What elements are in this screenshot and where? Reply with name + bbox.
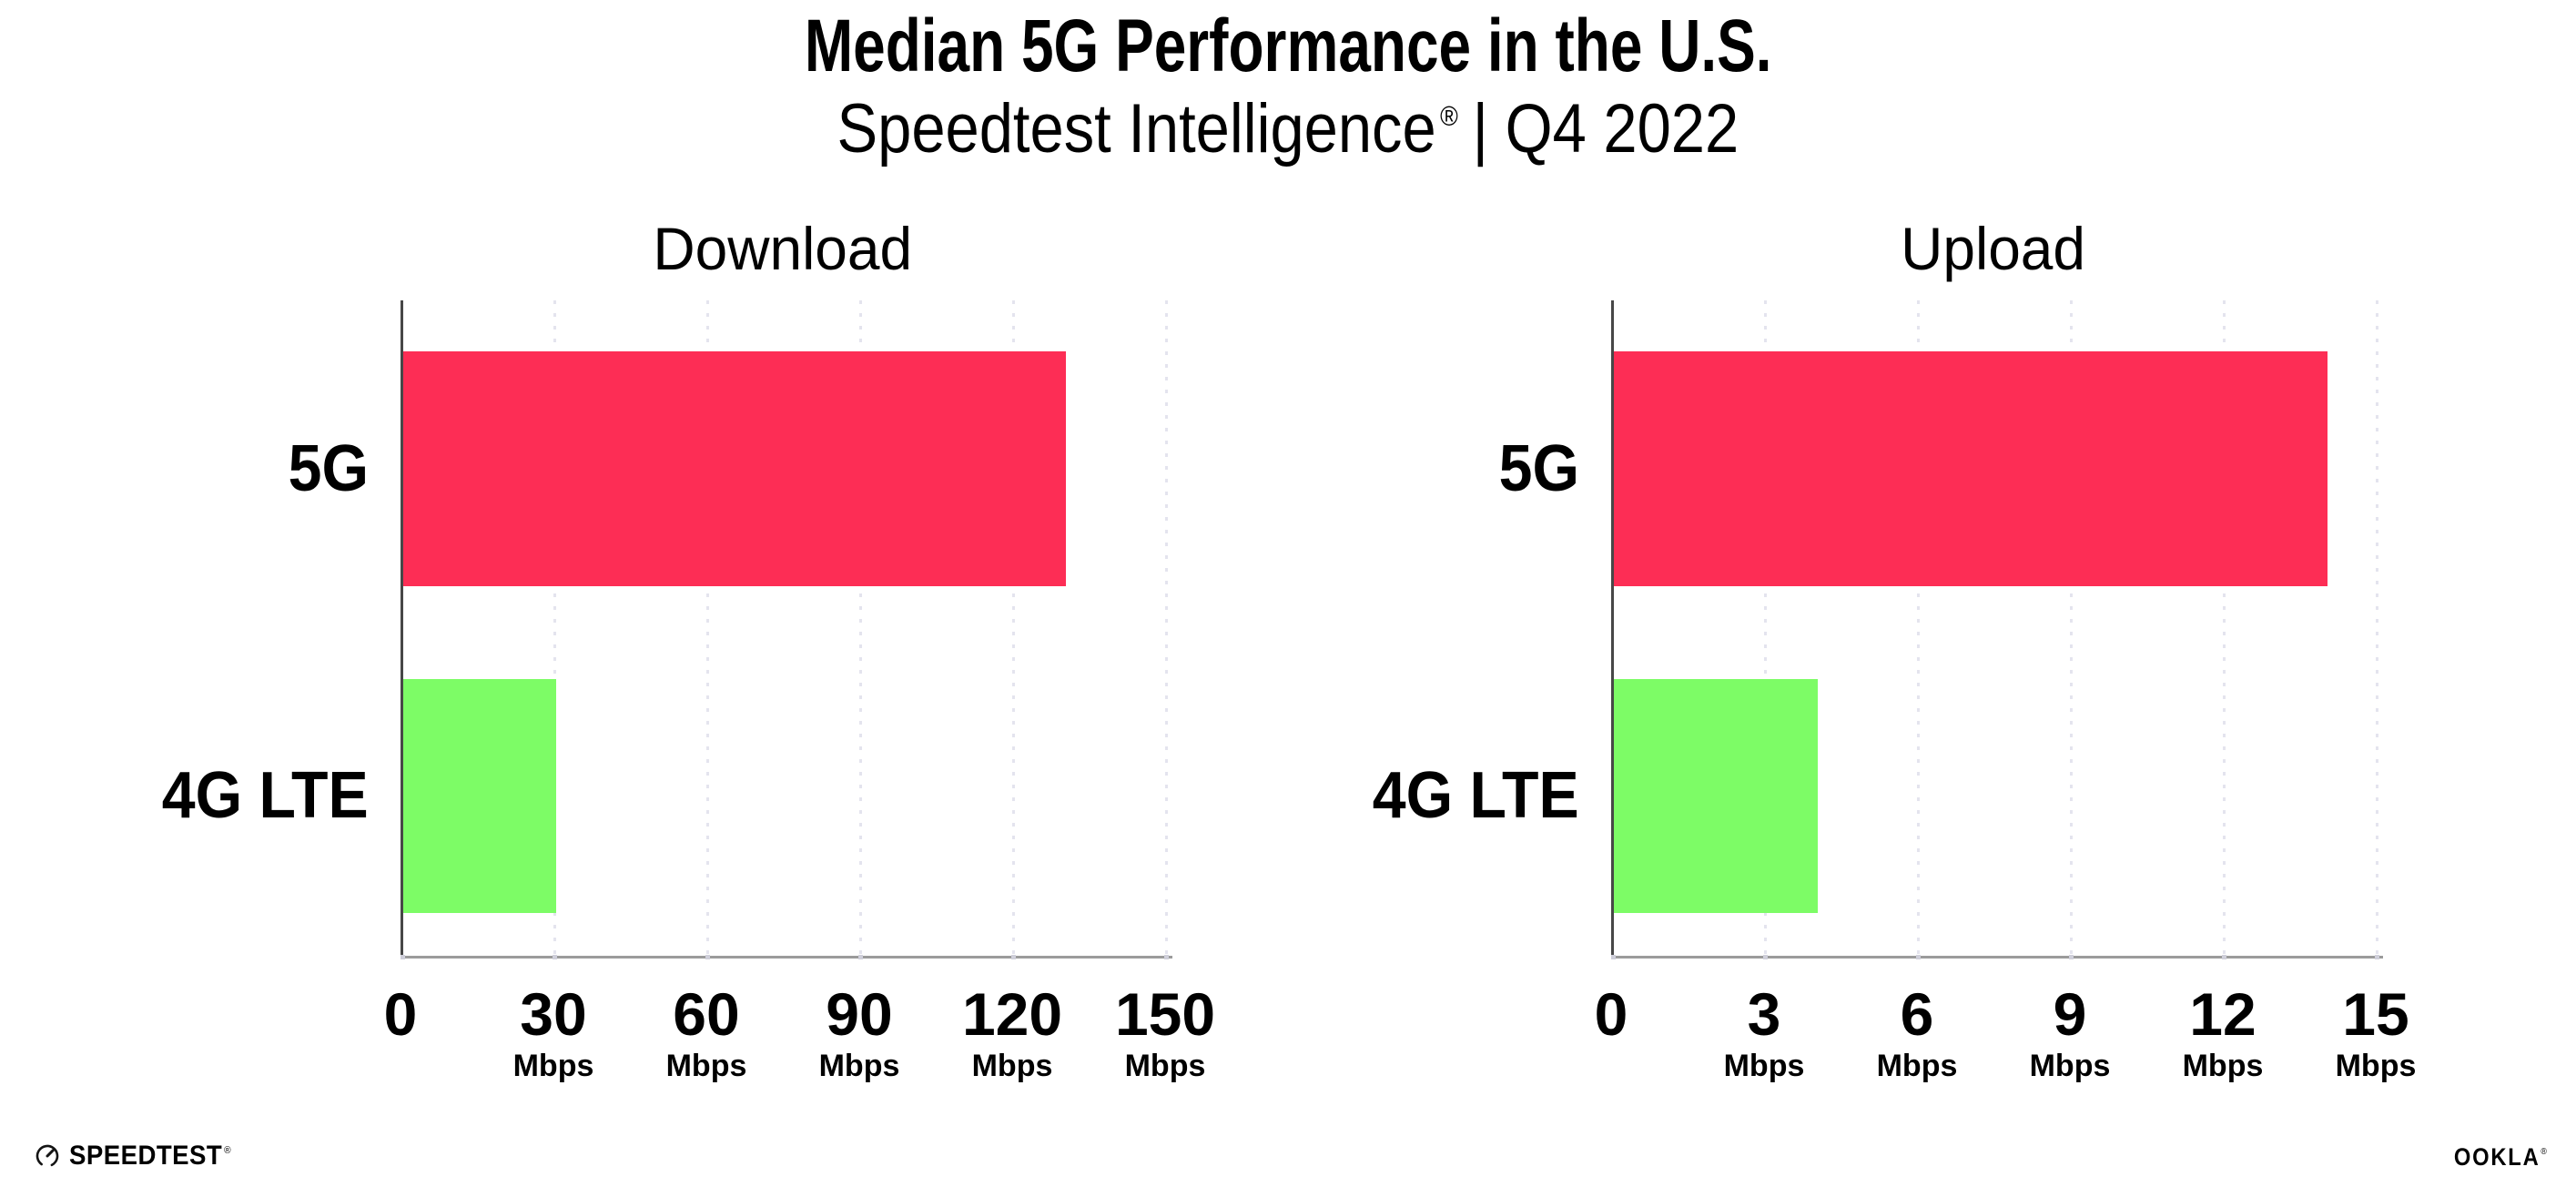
axis-tickmark-9 — [2069, 955, 2074, 959]
gridline-60 — [706, 300, 709, 956]
x-tick-120: 120 Mbps — [932, 981, 1092, 1083]
x-tick-value: 0 — [383, 980, 418, 1048]
x-tick-value: 60 — [673, 980, 740, 1048]
axis-tickmark-120 — [1011, 955, 1016, 959]
x-tick-0: 0 — [1531, 981, 1691, 1047]
x-tick-unit: Mbps — [1876, 1049, 1958, 1083]
gridline-120 — [1012, 300, 1015, 956]
x-tick-value: 6 — [1900, 980, 1934, 1048]
gridline-3 — [1764, 300, 1767, 956]
x-tick-unit: Mbps — [512, 1049, 594, 1083]
plot-area — [401, 300, 1172, 959]
speedtest-label: SPEEDTEST — [69, 1141, 223, 1171]
axis-tickmark-12 — [2222, 955, 2226, 959]
axis-tickmark-90 — [858, 955, 863, 959]
gridline-90 — [859, 300, 862, 956]
x-tick-0: 0 — [320, 981, 481, 1047]
ookla-label: OOKLA — [2454, 1143, 2541, 1171]
category-label-5g: 5G — [1498, 432, 1579, 505]
bar-4g-lte — [1614, 679, 1818, 913]
x-tick-unit: Mbps — [971, 1049, 1053, 1083]
speedtest-wordmark: SPEEDTEST ® — [69, 1141, 245, 1172]
gridline-12 — [2223, 300, 2226, 956]
x-tick-value: 150 — [1114, 980, 1216, 1048]
x-tick-unit: Mbps — [2335, 1049, 2417, 1083]
category-label-4g-lte: 4G LTE — [162, 759, 369, 832]
subtitle-brand: Speedtest Intelligence — [837, 90, 1436, 167]
axis-tickmark-30 — [553, 955, 557, 959]
subtitle-period: | Q4 2022 — [1472, 90, 1739, 167]
speedtest-logo: SPEEDTEST ® — [35, 1138, 245, 1174]
x-tick-value: 30 — [520, 980, 587, 1048]
gridline-9 — [2070, 300, 2073, 956]
x-tick-9: 9 Mbps — [1990, 981, 2150, 1083]
x-tick-unit: Mbps — [665, 1049, 747, 1083]
category-label-4g-lte: 4G LTE — [1373, 759, 1579, 832]
x-tick-unit: Mbps — [818, 1049, 900, 1083]
x-tick-unit: Mbps — [1124, 1049, 1206, 1083]
axis-tickmark-3 — [1763, 955, 1768, 959]
x-tick-value: 120 — [961, 980, 1063, 1048]
axis-tickmark-6 — [1916, 955, 1921, 959]
x-tick-unit: Mbps — [2182, 1049, 2264, 1083]
x-tick-value: 9 — [2053, 980, 2087, 1048]
x-tick-3: 3 Mbps — [1684, 981, 1844, 1083]
speedtest-registered-mark: ® — [224, 1144, 232, 1156]
page-title-text: Median 5G Performance in the U.S. — [804, 5, 1772, 87]
x-tick-unit: Mbps — [2029, 1049, 2111, 1083]
bar-5g — [1614, 351, 2328, 586]
download-chart: Download 5G 4G LTE 0 30 Mbps 60 Mbps 90 Mbps 120 Mb… — [162, 0, 1215, 1197]
gridline-6 — [1917, 300, 1920, 956]
x-tick-60: 60 Mbps — [626, 981, 786, 1083]
upload-chart: Upload 5G 4G LTE 0 3 Mbps 6 Mbps 9 Mbps 12 Mbps 15 Mb… — [1373, 0, 2416, 1197]
page-title: Median 5G Performance in the U.S. — [0, 4, 2576, 89]
x-tick-value: 3 — [1747, 980, 1781, 1048]
axis-tickmark-0 — [401, 955, 405, 959]
x-tick-value: 0 — [1594, 980, 1628, 1048]
page-subtitle-text: Speedtest Intelligence ® | Q4 2022 — [837, 89, 1739, 168]
x-tick-150: 150 Mbps — [1085, 981, 1245, 1083]
bar-5g — [403, 351, 1066, 586]
bar-4g-lte — [403, 679, 556, 913]
plot-area — [1611, 300, 2383, 959]
chart-title-upload: Upload — [1901, 215, 2086, 282]
x-tick-12: 12 Mbps — [2143, 981, 2303, 1083]
x-tick-30: 30 Mbps — [473, 981, 634, 1083]
gridline-30 — [553, 300, 556, 956]
x-tick-15: 15 Mbps — [2296, 981, 2456, 1083]
x-tick-90: 90 Mbps — [779, 981, 939, 1083]
axis-tickmark-0 — [1611, 955, 1616, 959]
axis-tickmark-150 — [1164, 955, 1169, 959]
x-tick-6: 6 Mbps — [1837, 981, 1997, 1083]
x-tick-unit: Mbps — [1723, 1049, 1805, 1083]
axis-tickmark-15 — [2375, 955, 2379, 959]
category-label-5g: 5G — [288, 432, 369, 505]
chart-title-download: Download — [653, 215, 913, 282]
page-subtitle: Speedtest Intelligence ® | Q4 2022 — [0, 89, 2576, 168]
gridline-150 — [1165, 300, 1168, 956]
registered-mark: ® — [1440, 101, 1458, 133]
x-tick-value: 90 — [826, 980, 893, 1048]
ookla-logo: OOKLA® — [2441, 1143, 2547, 1172]
axis-tickmark-60 — [705, 955, 710, 959]
speedtest-gauge-icon — [35, 1144, 59, 1168]
gridline-15 — [2376, 300, 2378, 956]
ookla-registered-mark: ® — [2541, 1147, 2547, 1157]
x-tick-value: 12 — [2189, 980, 2257, 1048]
x-tick-value: 15 — [2342, 980, 2409, 1048]
